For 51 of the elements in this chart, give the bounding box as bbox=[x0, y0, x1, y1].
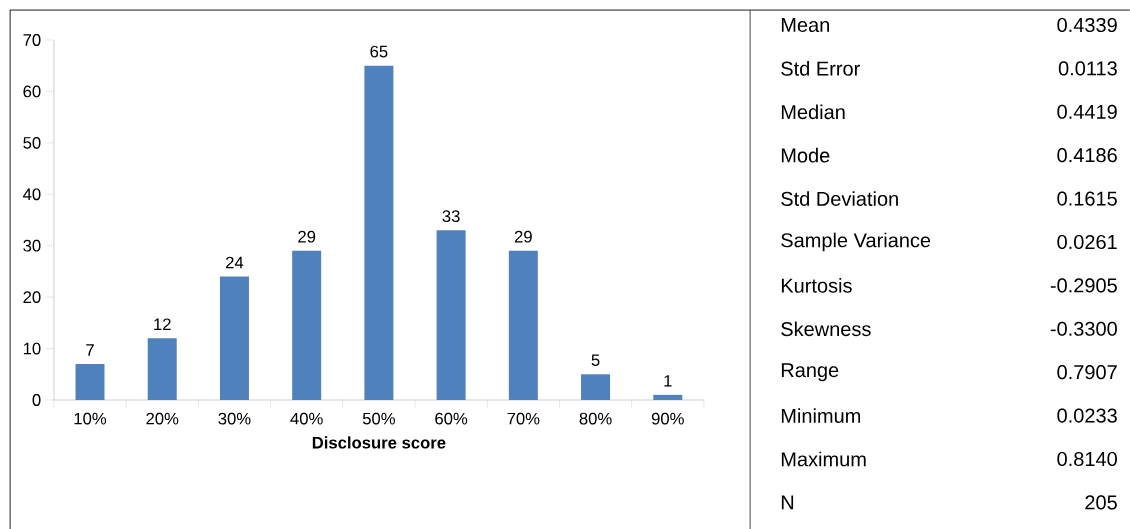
x-tick-label: 90% bbox=[651, 412, 684, 425]
text: Mode bbox=[781, 147, 830, 163]
data-label: 5 bbox=[591, 354, 600, 367]
x-axis-title: Disclosure score bbox=[312, 436, 446, 449]
text: 205 bbox=[1085, 495, 1117, 510]
text: -0.2905 bbox=[1050, 278, 1117, 293]
text: -0.3300 bbox=[1050, 321, 1117, 336]
data-label: 12 bbox=[154, 318, 171, 331]
text: 0.0113 bbox=[1058, 61, 1117, 76]
text: Maximum bbox=[781, 451, 866, 467]
x-tick-label: 50% bbox=[362, 412, 395, 425]
text: Minimum bbox=[781, 408, 861, 423]
data-label: 65 bbox=[370, 45, 388, 58]
data-label: 7 bbox=[86, 344, 94, 356]
text: 0.7907 bbox=[1057, 365, 1117, 380]
x-tick-label: 70% bbox=[507, 412, 540, 425]
x-tick-label: 30% bbox=[218, 412, 251, 425]
y-tick-label: 60 bbox=[23, 85, 41, 98]
y-tick-label: 50 bbox=[23, 136, 41, 149]
x-tick-label: 60% bbox=[435, 412, 468, 425]
text: 0.1615 bbox=[1057, 191, 1117, 206]
data-label: 24 bbox=[226, 256, 244, 269]
x-tick-label: 80% bbox=[579, 412, 612, 425]
data-label: 1 bbox=[664, 375, 672, 387]
text: Range bbox=[781, 363, 839, 382]
text: 0.0261 bbox=[1057, 234, 1117, 250]
y-tick-label: 30 bbox=[23, 239, 41, 252]
text: Std Error bbox=[781, 61, 860, 76]
x-tick-label: 40% bbox=[290, 412, 323, 425]
text: Std Deviation bbox=[781, 191, 898, 206]
text: 0.4186 bbox=[1057, 148, 1117, 163]
y-tick-label: 40 bbox=[23, 188, 41, 201]
text: 0.4419 bbox=[1057, 104, 1117, 119]
x-tick-label: 20% bbox=[146, 412, 179, 425]
y-tick-label: 70 bbox=[23, 34, 41, 46]
text: Skewness bbox=[781, 321, 871, 337]
text: N bbox=[781, 495, 794, 510]
y-tick-label: 0 bbox=[32, 394, 41, 406]
text: 0.8140 bbox=[1057, 451, 1117, 467]
text: Mean bbox=[781, 18, 830, 32]
data-label: 33 bbox=[442, 210, 460, 223]
data-label: 29 bbox=[298, 230, 316, 243]
text: Kurtosis bbox=[781, 278, 852, 293]
y-tick-label: 10 bbox=[23, 342, 41, 355]
text: Median bbox=[781, 104, 845, 120]
data-label: 29 bbox=[514, 230, 532, 243]
x-tick-label: 10% bbox=[74, 412, 107, 425]
text: 0.0233 bbox=[1057, 408, 1117, 423]
text: Sample Variance bbox=[781, 232, 931, 252]
text: 0.4339 bbox=[1057, 17, 1117, 33]
y-tick-label: 20 bbox=[23, 291, 41, 304]
